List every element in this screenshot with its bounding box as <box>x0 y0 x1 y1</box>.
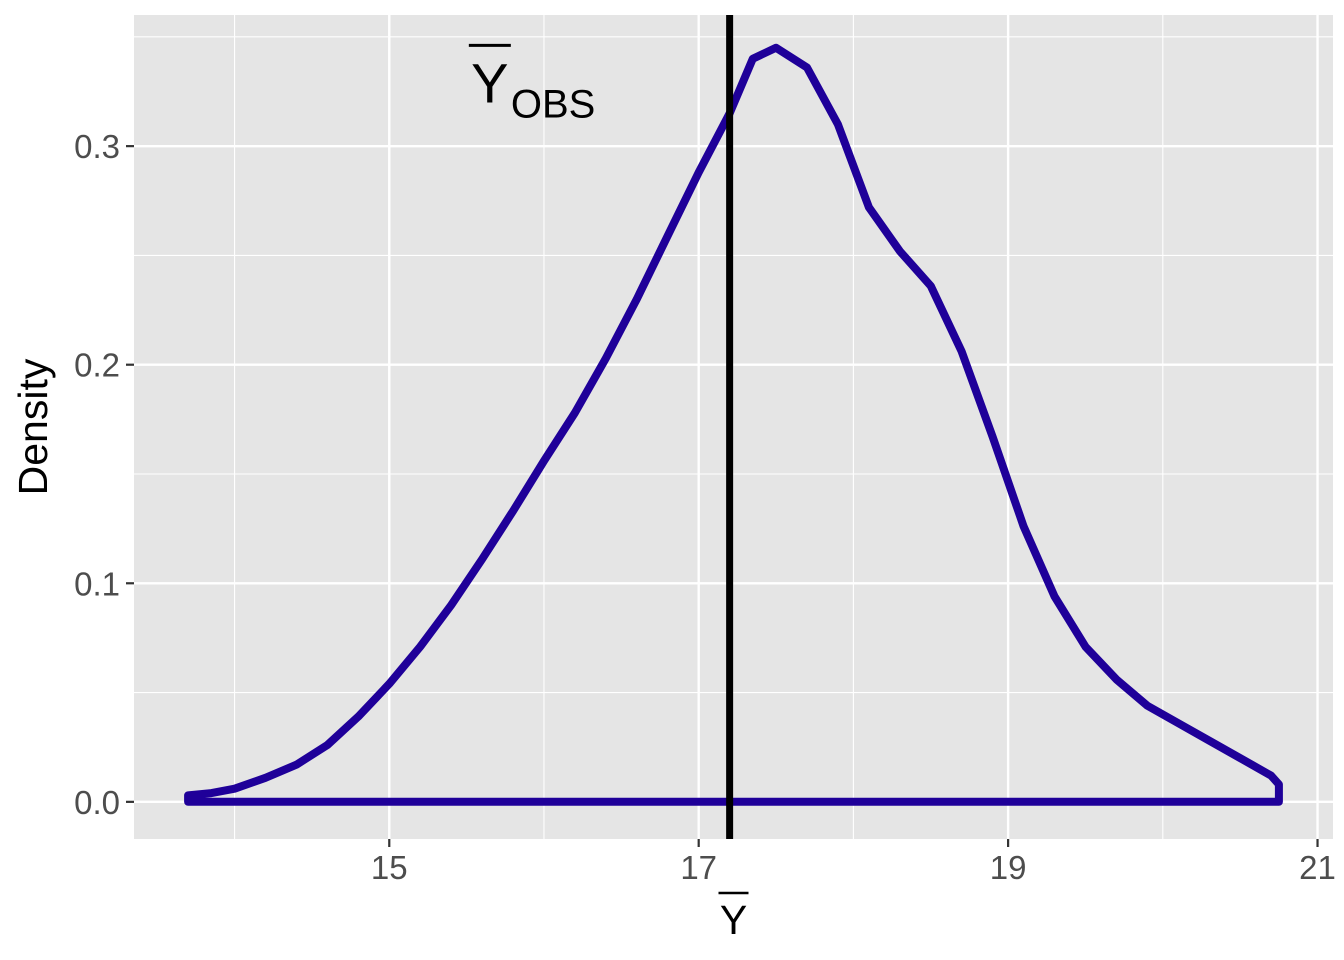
annotation-ybar: Y <box>471 51 508 114</box>
panel-background <box>134 15 1333 839</box>
x-axis-title: Y <box>720 897 747 943</box>
y-tick-label: 0.1 <box>74 565 120 602</box>
x-tick-label: 15 <box>371 849 408 886</box>
density-layer <box>184 43 1283 806</box>
density-curve <box>184 43 1283 806</box>
annotation-layer: Y OBS <box>468 43 595 126</box>
annotation-subscript: OBS <box>511 82 595 126</box>
x-tick-label: 17 <box>680 849 717 886</box>
y-tick-label: 0.3 <box>74 128 120 165</box>
y-axis-title: Density <box>10 358 56 495</box>
x-tick-label: 19 <box>990 849 1027 886</box>
y-tick-label: 0.2 <box>74 347 120 384</box>
axes: 15 17 19 21 0.0 0.1 0.2 0.3 Y Density <box>10 128 1336 943</box>
x-tick-label: 21 <box>1299 849 1336 886</box>
minor-gridlines <box>134 15 1333 839</box>
y-tick-label: 0.0 <box>74 784 120 821</box>
